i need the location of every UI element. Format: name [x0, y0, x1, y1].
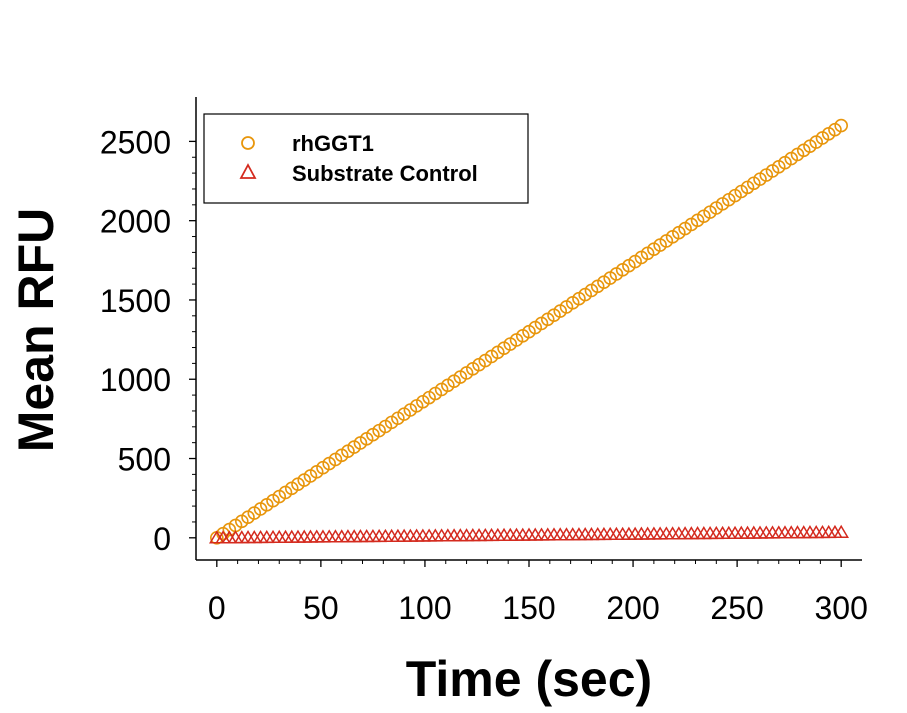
y-tick-label: 2500: [100, 124, 171, 160]
x-tick-label: 200: [606, 590, 659, 626]
x-tick-label: 0: [208, 590, 226, 626]
x-tick-label: 50: [303, 590, 339, 626]
x-tick-label: 150: [502, 590, 555, 626]
y-tick-label: 0: [153, 521, 171, 557]
x-tick-label: 250: [710, 590, 763, 626]
series-rhggt1: [210, 118, 848, 545]
y-axis-title: Mean RFU: [8, 208, 64, 452]
x-axis-title: Time (sec): [406, 651, 652, 707]
series-substrate-control: [208, 524, 850, 544]
axis-ticks: [189, 140, 842, 567]
legend-box: [203, 113, 529, 204]
data-point: [833, 524, 850, 539]
axis-tick-labels: 0 50 100 150 200 250 300 0 500 1000 1500 2000 2500: [100, 124, 868, 626]
legend-label-substrate-control: Substrate Control: [292, 161, 478, 186]
data-series: [208, 118, 850, 545]
legend: rhGGT1 Substrate Control: [203, 113, 529, 204]
y-tick-label: 1000: [100, 362, 171, 398]
legend-marker-substrate-control: [239, 163, 257, 179]
y-tick-label: 500: [118, 442, 171, 478]
x-tick-label: 100: [398, 590, 451, 626]
y-tick-label: 1500: [100, 283, 171, 319]
legend-label-rhggt1: rhGGT1: [292, 131, 374, 156]
x-tick-label: 300: [814, 590, 867, 626]
y-tick-label: 2000: [100, 204, 171, 240]
data-point: [834, 118, 848, 133]
legend-marker-rhggt1: [241, 136, 255, 150]
